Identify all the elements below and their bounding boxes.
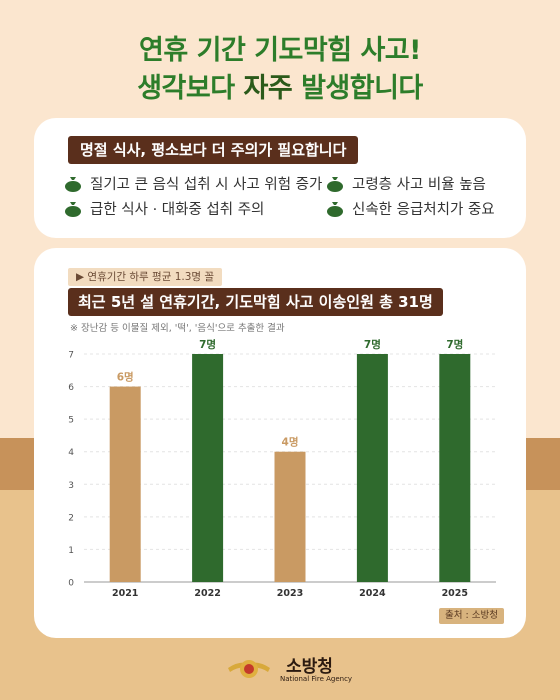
headline-line1: 연휴 기간 기도막힘 사고! — [139, 35, 421, 66]
bar-data-label: 7명 — [364, 338, 381, 351]
y-tick-label: 0 — [68, 579, 74, 589]
money-bag-icon — [327, 202, 343, 217]
x-tick-label: 2024 — [359, 588, 386, 599]
money-bag-icon — [65, 202, 81, 217]
x-tick-label: 2022 — [194, 588, 220, 599]
y-tick-label: 6 — [68, 383, 74, 393]
tips-card: 명절 식사, 평소보다 더 주의가 필요합니다 질기고 큰 음식 섭취 시 사고… — [34, 118, 526, 238]
tips-title: 명절 식사, 평소보다 더 주의가 필요합니다 — [68, 136, 359, 164]
y-tick-label: 2 — [68, 513, 74, 523]
tip-item: 급한 식사 · 대화중 섭취 주의 — [64, 200, 264, 220]
headline-line2: 생각보다 자주 발생합니다 — [0, 70, 560, 108]
bar-data-label: 6명 — [117, 371, 134, 384]
tip-text: 신속한 응급처치가 중요 — [352, 202, 495, 218]
tip-item: 고령층 사고 비율 높음 — [326, 175, 486, 195]
bar — [356, 354, 388, 582]
bar-chart: 0 1 2 3 4 5 6 7 6명 2021 7명 2022 4명 2023 7명 2024 7명 2025 — [68, 338, 496, 599]
y-tick-label: 3 — [68, 481, 74, 491]
bar-data-label: 7명 — [199, 338, 216, 351]
bar — [109, 386, 141, 582]
agency-name-english: National Fire Agency — [280, 675, 353, 683]
fire-agency-emblem-icon — [228, 660, 270, 678]
money-bag-icon — [65, 177, 81, 192]
chart-card: 0 1 2 3 4 5 6 7 6명 2021 7명 2022 4명 2023 7명 2024 7명 2025 ▶… — [34, 248, 526, 638]
tip-text: 질기고 큰 음식 섭취 시 사고 위험 증가 — [90, 177, 323, 193]
agency-name: 소방청 — [286, 657, 333, 677]
chart-note: ※ 장난감 등 이물질 제외, '떡', '음식'으로 추출한 결과 — [70, 323, 285, 334]
y-tick-label: 7 — [68, 351, 74, 361]
x-tick-label: 2023 — [277, 588, 303, 599]
x-tick-label: 2021 — [112, 588, 138, 599]
bar-data-label: 7명 — [446, 338, 463, 351]
chart-title: 최근 5년 설 연휴기간, 기도막힘 사고 이송인원 총 31명 — [68, 288, 443, 316]
bar-data-label: 4명 — [282, 436, 299, 449]
y-tick-label: 1 — [68, 546, 74, 556]
headline: 연휴 기간 기도막힘 사고! 생각보다 자주 발생합니다 — [0, 32, 560, 108]
daily-average-tag: ▶ 연휴기간 하루 평균 1.3명 꼴 — [68, 268, 223, 286]
tip-text: 고령층 사고 비율 높음 — [352, 177, 486, 193]
y-tick-label: 4 — [68, 448, 74, 458]
bar — [274, 451, 306, 582]
headline-line2-c: 발생합니다 — [292, 73, 423, 104]
headline-line2-a: 생각보다 — [137, 73, 244, 104]
bar — [192, 354, 224, 582]
tip-item: 질기고 큰 음식 섭취 시 사고 위험 증가 — [64, 175, 322, 195]
source-badge: 출처 : 소방청 — [439, 608, 504, 624]
y-tick-label: 5 — [68, 416, 74, 426]
tip-text: 급한 식사 · 대화중 섭취 주의 — [90, 202, 265, 218]
x-tick-label: 2025 — [442, 588, 468, 599]
tip-item: 신속한 응급처치가 중요 — [326, 200, 495, 220]
money-bag-icon — [327, 177, 343, 192]
bar — [439, 354, 471, 582]
headline-accent: 자주 — [243, 73, 293, 104]
